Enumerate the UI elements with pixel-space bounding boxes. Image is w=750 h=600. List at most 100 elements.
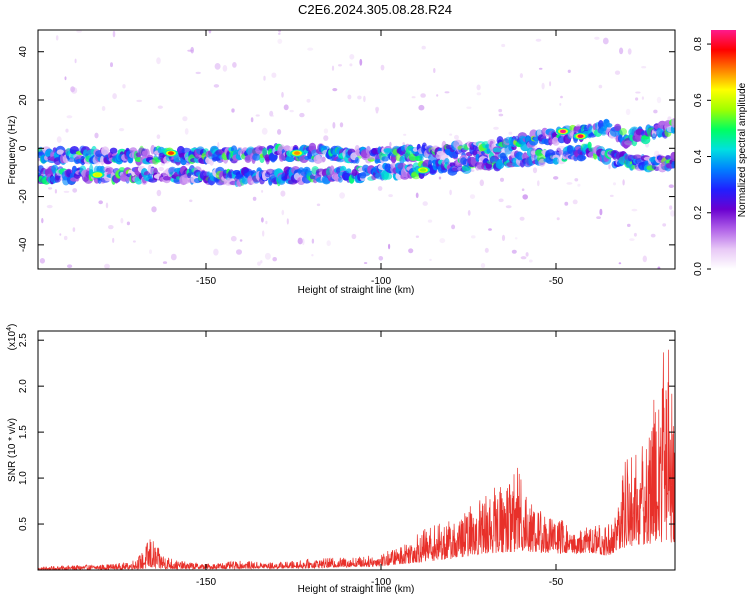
speckle <box>421 45 426 50</box>
band-cell-upper <box>261 148 268 156</box>
speckle <box>541 82 545 90</box>
y-tick-label: 1.5 <box>18 425 29 439</box>
speckle <box>108 225 114 230</box>
speckle <box>120 217 124 224</box>
speckle <box>56 136 62 143</box>
speckle <box>618 262 622 265</box>
speckle <box>74 58 77 64</box>
speckle <box>594 36 600 40</box>
speckle <box>236 249 242 255</box>
snr-x-label: Height of straight line (km) <box>298 584 415 595</box>
speckle <box>55 35 59 41</box>
spectrogram-y-label: Frequency (Hz) <box>7 116 18 185</box>
speckle <box>577 183 581 187</box>
speckle <box>112 30 116 38</box>
speckle <box>306 98 311 103</box>
speckle <box>257 261 261 266</box>
speckle <box>627 48 632 55</box>
speckle <box>633 232 637 237</box>
speckle <box>422 201 428 206</box>
speckle <box>619 47 624 55</box>
speckle <box>347 94 352 100</box>
band-cell-upper <box>614 123 622 132</box>
speckle <box>670 210 675 217</box>
hotspot-1 <box>294 151 300 155</box>
speckle <box>105 202 109 209</box>
band-cell-upper <box>109 147 118 154</box>
speckle <box>500 177 504 182</box>
speckle <box>471 235 476 239</box>
hotspot-0 <box>168 151 174 155</box>
speckle <box>260 260 263 264</box>
speckle <box>126 221 130 226</box>
speckle <box>498 108 503 113</box>
speckle <box>480 263 486 268</box>
speckle <box>283 104 289 111</box>
band-cell-lower <box>475 153 480 162</box>
speckle <box>149 249 152 254</box>
speckle <box>560 95 563 99</box>
speckle <box>101 106 106 111</box>
speckle <box>326 240 331 247</box>
speckle <box>380 64 385 71</box>
band-cell-lower <box>383 173 393 180</box>
speckle <box>484 247 489 253</box>
speckle <box>439 238 446 244</box>
speckle <box>641 66 647 69</box>
speckle <box>528 259 533 263</box>
colorbar-tick-label: 0.0 <box>693 262 704 276</box>
spectrogram-panel: -150 -100 -50 -40 -20 0 20 40 Height of straigh… <box>7 29 676 296</box>
speckle <box>420 93 426 98</box>
colorbar-tick-label: 0.8 <box>693 37 704 51</box>
speckle <box>388 194 393 198</box>
speckle <box>519 73 524 79</box>
speckle <box>119 128 125 132</box>
x-tick-label: -50 <box>549 577 564 588</box>
speckle <box>332 88 338 92</box>
speckle <box>39 258 46 264</box>
speckle <box>213 84 220 88</box>
speckle <box>520 256 527 260</box>
snr-y-multiplier: (x104) <box>6 324 18 351</box>
speckle <box>339 122 344 128</box>
speckle <box>572 199 578 205</box>
speckle <box>662 223 667 227</box>
speckle <box>231 108 235 113</box>
colorbar-label: Normalized spectral amplitude <box>737 82 748 217</box>
speckle <box>567 69 571 74</box>
band-cell-lower <box>89 164 94 174</box>
speckle <box>112 237 115 243</box>
speckle <box>65 128 69 133</box>
speckle <box>449 133 453 136</box>
speckle <box>222 65 228 72</box>
speckle <box>627 223 631 227</box>
speckle <box>263 75 266 81</box>
speckle <box>307 47 314 51</box>
snr-ticks: -150 -100 -50 0.5 1.0 1.5 2.0 2.5 <box>18 331 675 588</box>
x-tick-label: -150 <box>196 276 216 287</box>
speckle <box>323 128 329 134</box>
band-cell-upper <box>244 155 252 163</box>
speckle <box>132 240 136 243</box>
speckle <box>629 238 635 242</box>
speckle <box>156 134 161 139</box>
x-tick-label: -150 <box>196 577 216 588</box>
speckle <box>252 196 257 201</box>
speckle <box>514 237 518 240</box>
speckle <box>537 180 540 187</box>
speckle <box>98 200 103 205</box>
snr-y-label: SNR (10 * v/v) <box>7 418 18 482</box>
speckle <box>469 194 476 200</box>
speckle <box>613 182 616 186</box>
speckle <box>63 190 70 193</box>
speckle <box>311 254 314 257</box>
speckle <box>297 237 303 245</box>
speckle <box>332 122 336 129</box>
speckle <box>239 239 243 242</box>
speckle <box>217 142 220 149</box>
speckle <box>403 133 407 136</box>
hotspot-4 <box>94 173 101 177</box>
band-cell-upper <box>671 118 675 128</box>
speckle <box>136 99 143 103</box>
y-tick-label: 1.0 <box>18 471 29 485</box>
